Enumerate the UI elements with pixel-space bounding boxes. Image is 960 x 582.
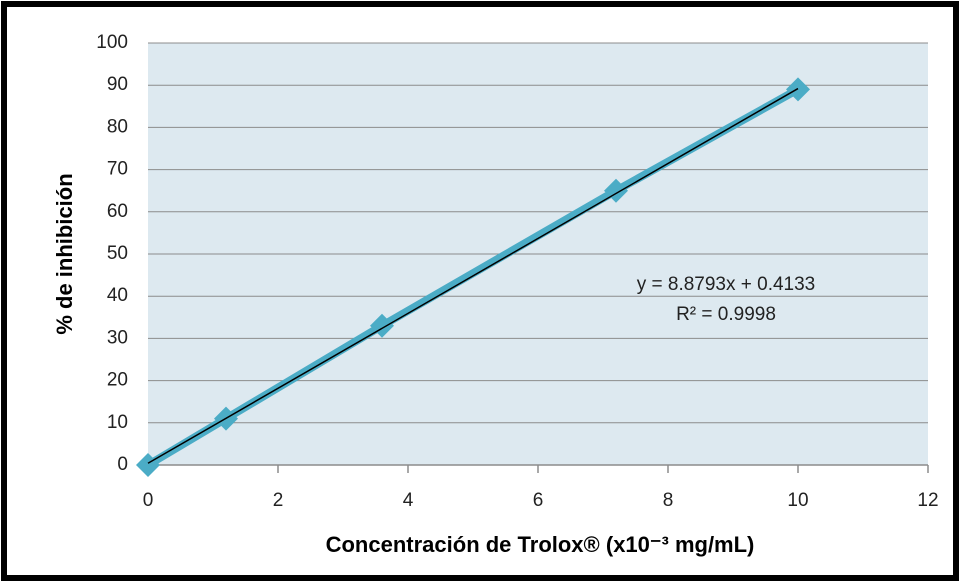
- trendline: [147, 87, 799, 464]
- trendline-r2: R² = 0.9998: [676, 304, 776, 325]
- y-tick-label: 20: [107, 370, 128, 391]
- y-tick-label: 30: [107, 327, 128, 348]
- y-tick-label: 10: [107, 412, 128, 433]
- x-tick-label: 10: [787, 490, 808, 511]
- trendline-equation: y = 8.8793x + 0.4133: [637, 274, 816, 295]
- x-tick-label: 2: [273, 490, 284, 511]
- x-tick-label: 8: [663, 490, 674, 511]
- x-axis-label: Concentración de Trolox® (x10⁻³ mg/mL): [326, 532, 755, 557]
- y-axis-label: % de inhibición: [52, 173, 77, 334]
- x-tick-label: 6: [533, 490, 544, 511]
- y-tick-label: 50: [107, 243, 128, 264]
- y-tick-label: 100: [96, 32, 128, 53]
- y-tick-label: 90: [107, 74, 128, 95]
- y-tick-label: 40: [107, 285, 128, 306]
- marker: [786, 77, 810, 102]
- y-tick-label: 80: [107, 116, 128, 137]
- x-tick-label: 4: [403, 490, 414, 511]
- y-tick-label: 60: [107, 201, 128, 222]
- y-tick-label: 0: [117, 454, 128, 475]
- x-tick-label: 0: [143, 490, 154, 511]
- x-tick-label: 12: [917, 490, 938, 511]
- y-tick-label: 70: [107, 159, 128, 180]
